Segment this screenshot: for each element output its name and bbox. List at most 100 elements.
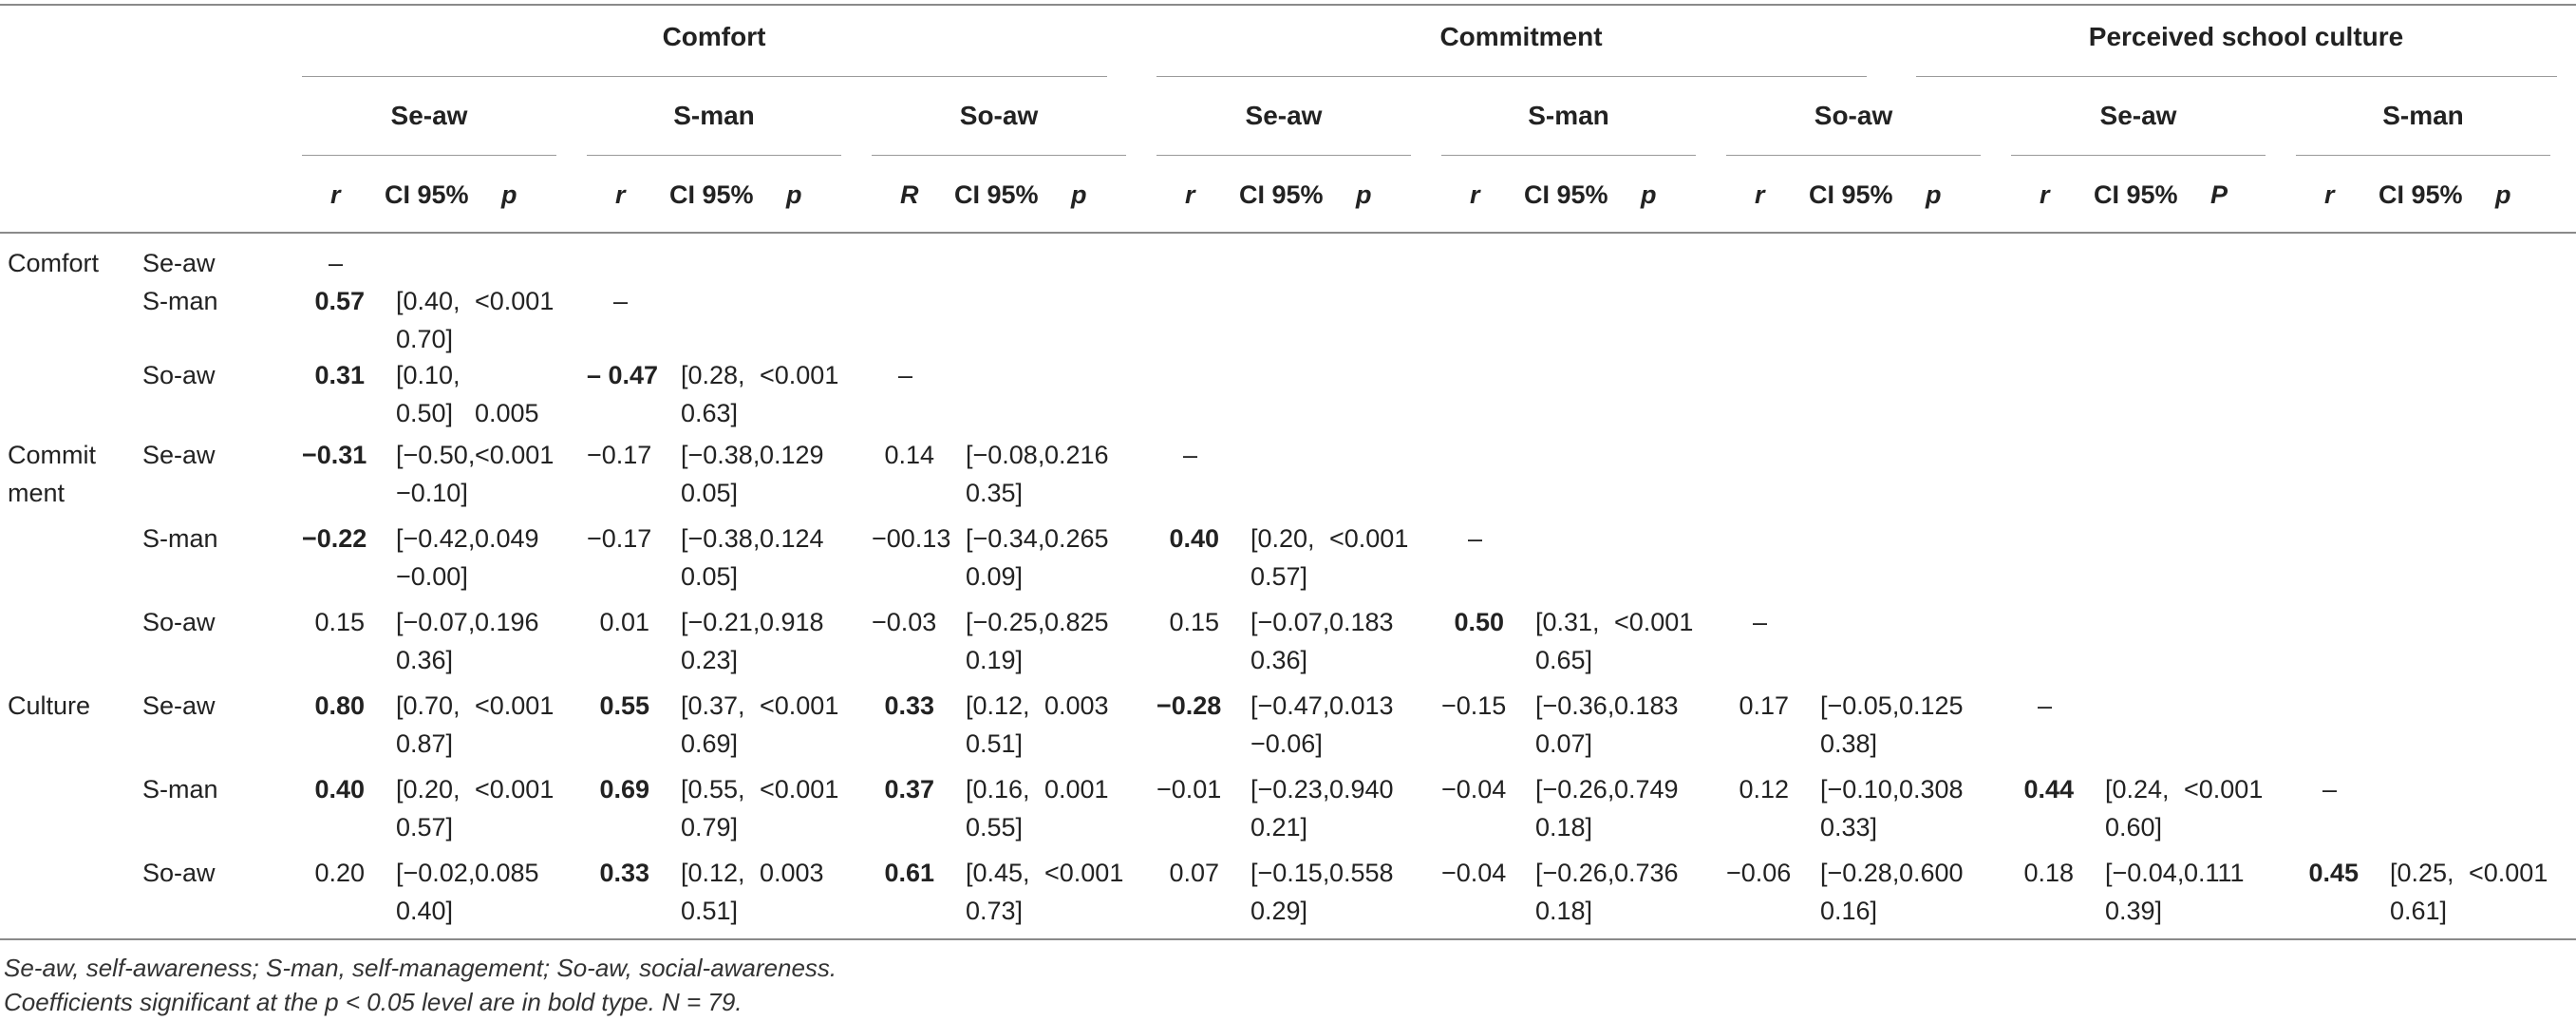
ci-lower: [0.25,: [2390, 859, 2454, 887]
subgroup-header: Se-aw: [1245, 101, 1323, 130]
p-value: 0.736: [1614, 859, 1679, 887]
subgroup-header: So-aw: [959, 101, 1039, 130]
stat-col-ci: CI 95%: [669, 180, 754, 209]
ci-lower: [0.45,: [966, 859, 1030, 887]
stat-col-r: r: [1755, 180, 1765, 209]
subgroup-rule: [1156, 155, 1411, 156]
ci-lower: [−0.23,: [1250, 775, 1330, 804]
coef-r: – 0.47: [587, 361, 659, 389]
coef-r: 0.61: [884, 859, 934, 887]
p-value: <0.001: [1329, 524, 1409, 553]
subgroup-rule: [2011, 155, 2266, 156]
diagonal-dash: –: [1183, 441, 1198, 469]
ci-upper: 0.69]: [681, 729, 739, 758]
p-value: <0.001: [760, 775, 839, 804]
coef-r: 0.20: [314, 859, 365, 887]
coef-r: −0.17: [587, 441, 652, 469]
coef-r: 0.57: [314, 287, 365, 315]
ci-lower: [0.10,: [396, 361, 461, 389]
ci-lower: [0.20,: [1250, 524, 1315, 553]
coef-r: 0.12: [1739, 775, 1789, 804]
row-label: S-man: [142, 775, 218, 804]
coef-r: 0.80: [314, 691, 365, 720]
group-header: Commitment: [1439, 22, 1603, 51]
ci-upper: 0.07]: [1535, 729, 1593, 758]
p-value: <0.001: [760, 691, 839, 720]
ci-lower: [−0.02,: [396, 859, 476, 887]
ci-upper: 0.61]: [2390, 897, 2448, 925]
subgroup-header: So-aw: [1814, 101, 1893, 130]
p-value: <0.001: [2469, 859, 2548, 887]
diagonal-dash: –: [2038, 691, 2053, 720]
stat-col-ci: CI 95%: [1809, 180, 1893, 209]
p-value: 0.216: [1044, 441, 1109, 469]
subgroup-rule: [872, 155, 1126, 156]
ci-upper: 0.05]: [681, 562, 739, 591]
coef-r: −0.15: [1441, 691, 1507, 720]
row-group-label: Commit: [8, 441, 96, 469]
ci-upper: −0.10]: [396, 479, 468, 507]
ci-upper: 0.29]: [1250, 897, 1308, 925]
ci-lower: [−0.36,: [1535, 691, 1615, 720]
coef-r: −0.04: [1441, 859, 1507, 887]
group-header: Comfort: [662, 22, 766, 51]
ci-upper: 0.18]: [1535, 813, 1593, 841]
ci-lower: [0.37,: [681, 691, 745, 720]
group-header: Perceived school culture: [2088, 22, 2404, 51]
p-value: 0.749: [1614, 775, 1679, 804]
p-value: 0.003: [760, 859, 824, 887]
p-value: 0.124: [760, 524, 824, 553]
diagonal-dash: –: [1753, 608, 1768, 636]
coef-r: 0.37: [884, 775, 934, 804]
ci-upper: 0.23]: [681, 646, 739, 674]
ci-lower: [0.12,: [681, 859, 745, 887]
ci-lower: [−0.10,: [1820, 775, 1900, 804]
p-value: 0.825: [1044, 608, 1109, 636]
ci-upper: 0.73]: [966, 897, 1024, 925]
row-label: So-aw: [142, 859, 216, 887]
stat-col-p: p: [2495, 180, 2511, 209]
p-value: 0.600: [1899, 859, 1964, 887]
row-label: Se-aw: [142, 691, 216, 720]
subgroup-header: S-man: [1528, 101, 1609, 130]
stat-col-ci: CI 95%: [1239, 180, 1324, 209]
ci-upper: 0.39]: [2105, 897, 2163, 925]
coef-r: 0.33: [884, 691, 934, 720]
ci-lower: [−0.26,: [1535, 859, 1615, 887]
coef-r: −00.13: [872, 524, 951, 553]
stat-col-r: R: [900, 180, 919, 209]
ci-upper: 0.57]: [1250, 562, 1308, 591]
coef-r: −0.04: [1441, 775, 1507, 804]
ci-upper: 0.18]: [1535, 897, 1593, 925]
ci-upper: 0.65]: [1535, 646, 1593, 674]
subgroup-header: S-man: [673, 101, 755, 130]
subgroup-rule: [1726, 155, 1981, 156]
ci-lower: [0.12,: [966, 691, 1030, 720]
stat-col-r: r: [330, 180, 341, 209]
ci-lower: [−0.34,: [966, 524, 1045, 553]
p-value: 0.125: [1899, 691, 1964, 720]
p-value: 0.003: [1044, 691, 1109, 720]
row-label: So-aw: [142, 608, 216, 636]
p-value: 0.085: [475, 859, 539, 887]
row-group-label: Comfort: [8, 249, 100, 277]
coef-r: 0.55: [599, 691, 649, 720]
diagonal-dash: –: [2322, 775, 2338, 804]
ci-lower: [0.40,: [396, 287, 461, 315]
coef-r: 0.50: [1454, 608, 1504, 636]
p-value: 0.049: [475, 524, 539, 553]
stat-col-ci: CI 95%: [954, 180, 1039, 209]
ci-lower: [−0.26,: [1535, 775, 1615, 804]
stat-col-p: p: [1356, 180, 1372, 209]
coef-r: 0.40: [1169, 524, 1219, 553]
diagonal-dash: –: [613, 287, 629, 315]
ci-upper: 0.21]: [1250, 813, 1308, 841]
row-group-label: ment: [8, 479, 66, 507]
p-value: <0.001: [475, 775, 555, 804]
ci-upper: 0.57]: [396, 813, 454, 841]
stat-col-ci: CI 95%: [385, 180, 469, 209]
coef-r: −0.28: [1156, 691, 1222, 720]
coef-r: 0.33: [599, 859, 649, 887]
ci-lower: [−0.07,: [396, 608, 476, 636]
